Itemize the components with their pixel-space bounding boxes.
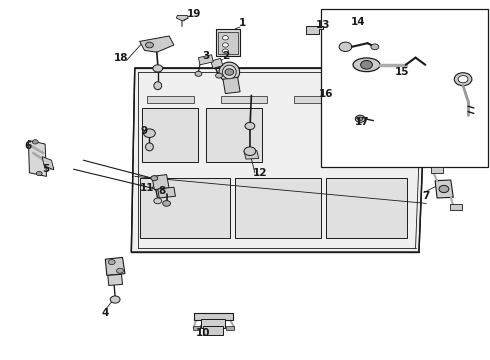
Text: 5: 5	[42, 164, 49, 174]
Ellipse shape	[154, 82, 162, 90]
Polygon shape	[435, 180, 453, 198]
Circle shape	[151, 176, 158, 181]
Circle shape	[222, 43, 228, 47]
Circle shape	[458, 76, 468, 83]
Circle shape	[32, 140, 38, 144]
Bar	[142, 108, 198, 162]
Polygon shape	[140, 36, 174, 52]
Text: 6: 6	[24, 141, 31, 151]
Text: 3: 3	[202, 51, 209, 61]
Polygon shape	[105, 257, 125, 275]
Ellipse shape	[222, 65, 236, 79]
Bar	[220, 96, 267, 103]
Text: 1: 1	[239, 18, 246, 28]
Text: 13: 13	[316, 20, 331, 30]
Bar	[193, 326, 200, 330]
Circle shape	[108, 260, 115, 265]
Circle shape	[222, 36, 228, 40]
Polygon shape	[244, 150, 259, 159]
Polygon shape	[176, 15, 188, 21]
Text: 8: 8	[158, 186, 165, 196]
Circle shape	[454, 73, 472, 86]
Bar	[140, 178, 230, 238]
Text: 19: 19	[186, 9, 201, 19]
Bar	[216, 29, 240, 56]
Bar	[294, 96, 341, 103]
Polygon shape	[28, 140, 47, 176]
Circle shape	[361, 60, 372, 69]
Polygon shape	[306, 26, 323, 34]
Text: 17: 17	[355, 117, 370, 127]
Text: 14: 14	[350, 17, 365, 27]
Text: 2: 2	[222, 51, 229, 61]
Circle shape	[339, 42, 352, 51]
Circle shape	[439, 185, 449, 193]
Circle shape	[225, 69, 234, 75]
Bar	[431, 167, 443, 173]
Text: 4: 4	[101, 308, 109, 318]
Polygon shape	[158, 187, 175, 198]
Text: 12: 12	[252, 168, 267, 178]
Bar	[450, 204, 462, 210]
Bar	[147, 96, 194, 103]
Text: 9: 9	[141, 126, 148, 136]
Bar	[321, 9, 488, 167]
Circle shape	[110, 296, 120, 303]
Circle shape	[244, 147, 256, 156]
Text: 10: 10	[196, 328, 211, 338]
Bar	[206, 108, 262, 162]
Circle shape	[146, 42, 153, 48]
Circle shape	[195, 71, 202, 76]
Circle shape	[117, 268, 123, 273]
Text: 7: 7	[422, 191, 430, 201]
Bar	[326, 178, 407, 238]
Ellipse shape	[146, 143, 153, 151]
Polygon shape	[152, 175, 169, 190]
Text: 16: 16	[318, 89, 333, 99]
Bar	[203, 326, 223, 335]
Ellipse shape	[219, 62, 240, 82]
Bar	[201, 319, 225, 328]
Circle shape	[355, 115, 365, 122]
Circle shape	[371, 44, 379, 50]
Circle shape	[358, 117, 363, 121]
Circle shape	[245, 122, 255, 130]
Bar	[226, 326, 234, 330]
Polygon shape	[108, 274, 122, 285]
Polygon shape	[223, 77, 240, 94]
Polygon shape	[131, 68, 426, 252]
Circle shape	[163, 201, 171, 206]
Bar	[235, 178, 321, 238]
Circle shape	[36, 171, 42, 176]
Polygon shape	[42, 157, 54, 170]
Ellipse shape	[353, 58, 380, 72]
Polygon shape	[211, 58, 223, 68]
Text: 15: 15	[394, 67, 409, 77]
Text: 18: 18	[114, 53, 129, 63]
Bar	[194, 313, 233, 320]
Polygon shape	[198, 55, 213, 65]
Text: 11: 11	[140, 183, 154, 193]
Circle shape	[154, 198, 162, 204]
Circle shape	[216, 73, 222, 78]
Circle shape	[144, 129, 155, 138]
Circle shape	[153, 65, 163, 72]
Circle shape	[222, 49, 228, 53]
Bar	[218, 32, 238, 54]
